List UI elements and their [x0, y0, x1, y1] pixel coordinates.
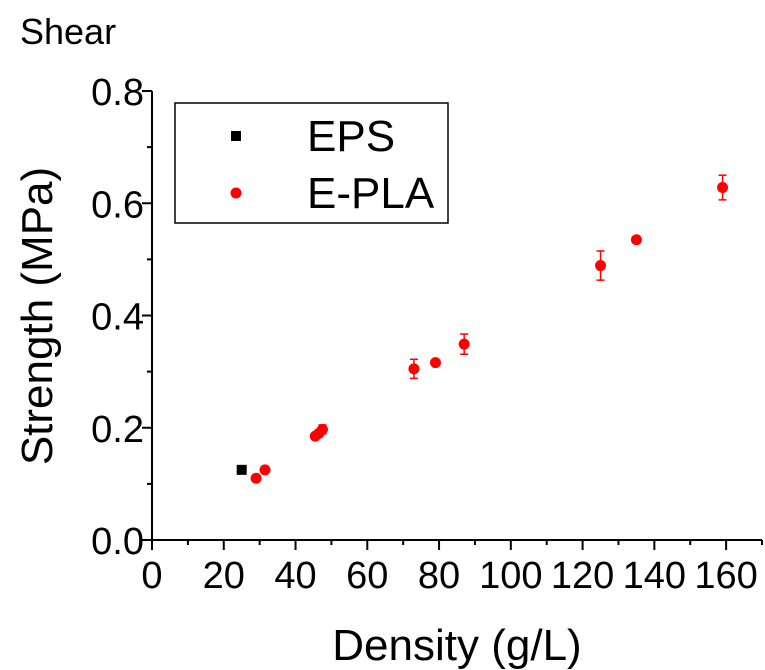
- legend: EPS E-PLA: [174, 102, 449, 224]
- chart-title: Shear: [20, 11, 116, 52]
- y-tick-label: 0.6: [91, 184, 144, 226]
- data-point-e-pla: [259, 464, 271, 476]
- data-point-e-pla: [250, 472, 262, 484]
- x-tick-label: 0: [141, 555, 162, 597]
- y-axis-label: Strength (MPa): [13, 167, 62, 465]
- data-point-e-pla: [316, 423, 328, 435]
- data-point-e-pla: [717, 182, 729, 194]
- data-point-eps: [236, 464, 247, 475]
- axes: 0 20 40 60 80 100 120 140 160 0.0 0.2 0.4 0.6 0.8: [91, 72, 763, 597]
- legend-marker-e-pla: [230, 187, 242, 199]
- x-tick-label: 80: [418, 555, 460, 597]
- data-point-e-pla: [458, 338, 470, 350]
- data-points: [236, 174, 729, 484]
- x-tick-label: 20: [203, 555, 245, 597]
- x-tick-label: 40: [274, 555, 316, 597]
- y-tick-label: 0.2: [91, 409, 144, 451]
- x-tick-label: 60: [346, 555, 388, 597]
- x-tick-label: 120: [551, 555, 614, 597]
- y-tick-label: 0.8: [91, 72, 144, 114]
- x-tick-label: 160: [694, 555, 757, 597]
- y-tick-label: 0.4: [91, 297, 144, 339]
- x-tick-label: 100: [479, 555, 542, 597]
- legend-label: EPS: [307, 112, 395, 161]
- legend-marker-eps: [231, 131, 241, 141]
- data-point-e-pla: [630, 234, 642, 246]
- legend-label: E-PLA: [307, 169, 435, 218]
- data-point-e-pla: [595, 260, 607, 272]
- y-tick-label: 0.0: [91, 521, 144, 563]
- data-point-e-pla: [408, 363, 420, 375]
- x-tick-label: 140: [623, 555, 686, 597]
- data-point-e-pla: [429, 357, 441, 369]
- legend-box: [174, 102, 449, 224]
- x-axis-label: Density (g/L): [332, 621, 581, 670]
